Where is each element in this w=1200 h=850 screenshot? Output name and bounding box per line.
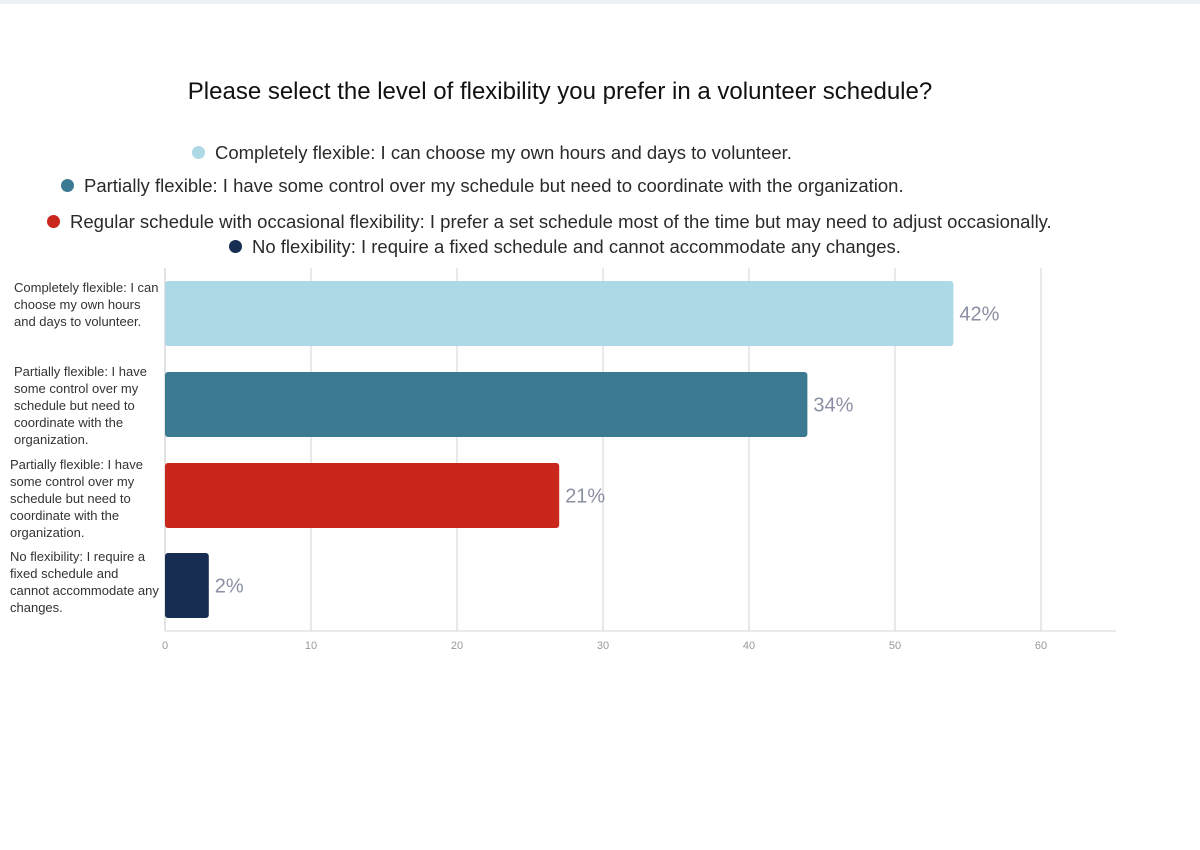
x-tick-label: 40: [743, 640, 755, 652]
legend-item-no-flexibility: No flexibility: I require a fixed schedu…: [229, 236, 901, 258]
legend-label: No flexibility: I require a fixed schedu…: [252, 236, 901, 257]
legend-dot-icon: [47, 214, 60, 228]
legend-label: Partially flexible: I have some control …: [84, 175, 904, 196]
category-label: Completely flexible: I can choose my own…: [14, 280, 159, 329]
x-tick-label: 0: [162, 640, 168, 652]
category-label: No flexibility: I require a fixed schedu…: [10, 549, 159, 615]
legend-label: Completely flexible: I can choose my own…: [215, 142, 792, 163]
bar: [165, 553, 209, 618]
legend-item-regular-schedule: Regular schedule with occasional flexibi…: [47, 211, 1052, 233]
data-label: 34%: [813, 395, 853, 417]
bar: [165, 372, 808, 437]
legend-dot-icon: [229, 239, 242, 253]
data-label: 21%: [565, 486, 605, 508]
category-label: Partially flexible: I have some control …: [10, 457, 143, 540]
x-tick-label: 30: [597, 640, 609, 652]
legend-dot-icon: [61, 178, 74, 192]
x-tick-label: 60: [1035, 640, 1047, 652]
x-tick-label: 20: [451, 640, 463, 652]
legend-item-completely-flexible: Completely flexible: I can choose my own…: [192, 142, 792, 164]
bar: [165, 463, 560, 528]
data-label: 42%: [959, 304, 999, 326]
chart-title: Please select the level of flexibility y…: [187, 78, 933, 105]
data-label: 2%: [215, 576, 244, 598]
x-tick-label: 10: [305, 640, 317, 652]
legend-item-partially-flexible: Partially flexible: I have some control …: [61, 175, 904, 197]
bar: [165, 281, 954, 346]
category-label: Partially flexible: I have some control …: [14, 364, 147, 447]
x-tick-label: 50: [889, 640, 901, 652]
legend-dot-icon: [192, 145, 205, 159]
top-border: [0, 0, 1200, 4]
legend-label: Regular schedule with occasional flexibi…: [70, 211, 1052, 232]
